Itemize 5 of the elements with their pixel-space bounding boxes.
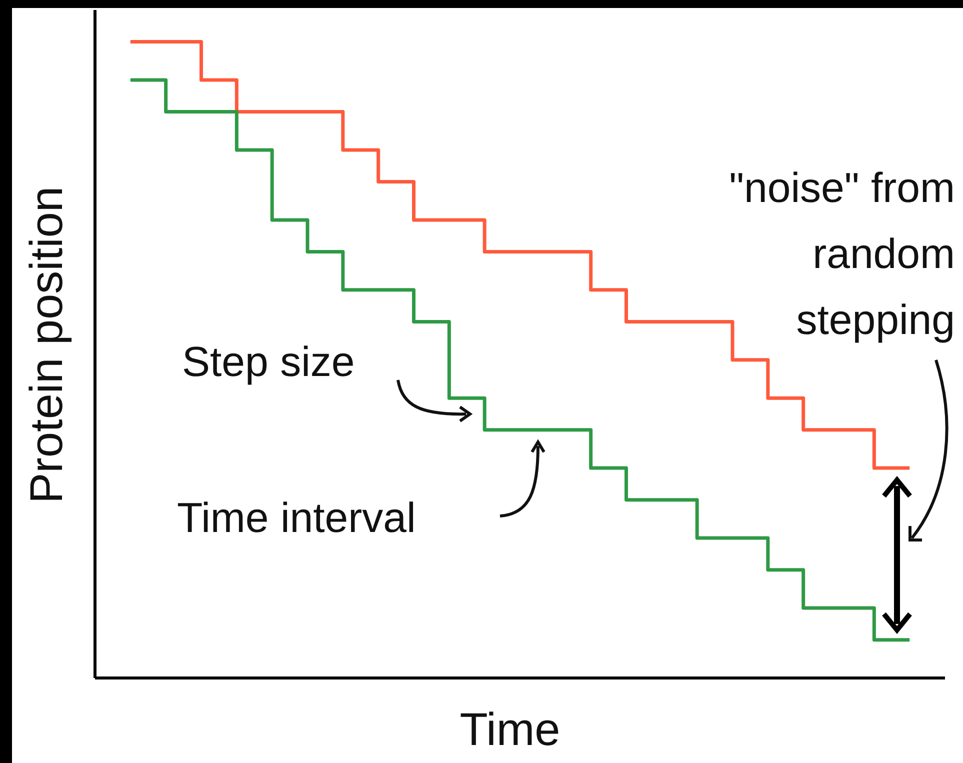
annotation: Time interval (177, 494, 416, 541)
x-axis-title: Time (460, 703, 560, 755)
annotation: Step size (182, 338, 355, 385)
annotation: "noise" from random stepping (729, 164, 955, 343)
y-axis-title: Protein position (20, 186, 72, 504)
